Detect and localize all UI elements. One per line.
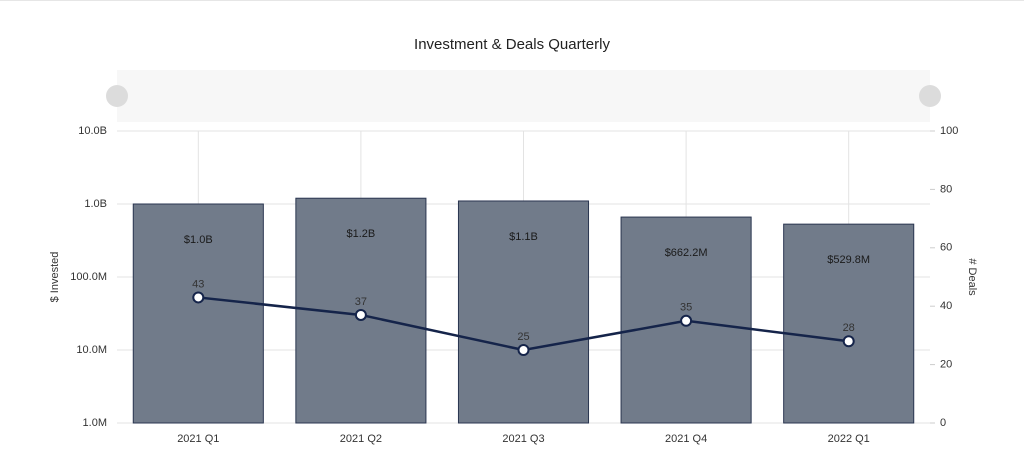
y-tick-label: 100.0M — [70, 271, 107, 283]
line-point — [517, 344, 530, 356]
y-axis-title: $ Invested — [49, 252, 61, 303]
bar-value-label: $1.2B — [347, 228, 376, 240]
range-slider[interactable] — [117, 70, 930, 122]
y-tick-label: 1.0B — [84, 198, 107, 210]
point-label: 35 — [680, 302, 692, 314]
point-label: 28 — [843, 322, 855, 334]
y2-tick-label: 60 — [940, 242, 952, 254]
slider-handle[interactable] — [919, 85, 941, 107]
point-label: 37 — [355, 296, 367, 308]
line-point — [680, 314, 693, 327]
bar-value-label: $529.8M — [827, 254, 870, 266]
x-tick-label: 2021 Q3 — [502, 433, 544, 445]
line-point — [842, 335, 855, 348]
bar-value-label: $662.2M — [665, 247, 708, 259]
y2-tick-label: 0 — [940, 417, 946, 429]
chart-title: Investment & Deals Quarterly — [414, 36, 610, 53]
point-label: 43 — [192, 278, 204, 290]
bar-value-label: $1.0B — [184, 234, 213, 246]
bar-value-label: $1.1B — [509, 231, 538, 243]
bar — [783, 223, 915, 424]
y2-tick-label: 100 — [940, 125, 958, 137]
top-border — [0, 0, 1024, 1]
y-tick-label: 10.0M — [76, 344, 107, 356]
line-point — [192, 291, 205, 304]
y2-tick-label: 20 — [940, 359, 952, 371]
y-tick-label: 1.0M — [83, 417, 107, 429]
y-tick-label: 10.0B — [78, 125, 107, 137]
x-tick-label: 2022 Q1 — [828, 433, 870, 445]
bar — [457, 200, 590, 424]
x-tick-label: 2021 Q4 — [665, 433, 707, 445]
slider-handle[interactable] — [106, 85, 128, 107]
point-label: 25 — [517, 331, 529, 343]
y2-tick-label: 40 — [940, 300, 952, 312]
bar — [132, 203, 264, 424]
line-point — [354, 308, 367, 321]
x-tick-label: 2021 Q1 — [177, 433, 219, 445]
y2-axis-title: # Deals — [966, 258, 978, 296]
y2-tick-label: 80 — [940, 183, 952, 195]
x-tick-label: 2021 Q2 — [340, 433, 382, 445]
